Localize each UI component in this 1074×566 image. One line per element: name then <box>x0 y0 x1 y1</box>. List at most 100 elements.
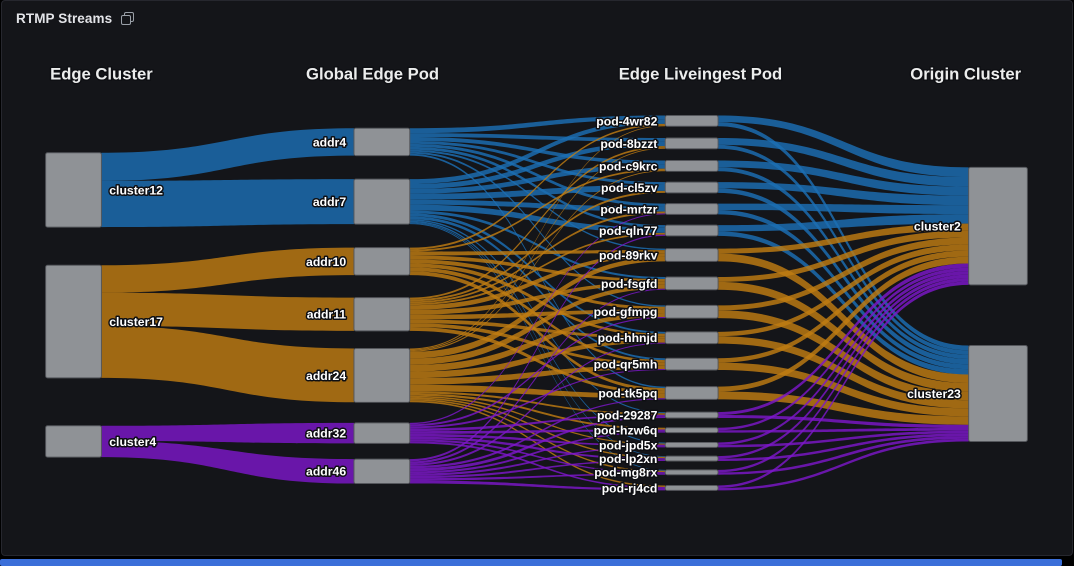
sankey-link-addr32-pod-lp2xn[interactable] <box>409 436 666 460</box>
sankey-link-pod-qr5mh-cluster23[interactable] <box>718 362 969 417</box>
sankey-link-addr46-pod-tk5pq[interactable] <box>409 398 666 469</box>
sankey-link-pod-hhnjd-cluster2[interactable] <box>718 244 969 337</box>
sankey-link-addr11-pod-gfmpg[interactable] <box>409 309 666 320</box>
sankey-link-addr46-pod-hzw6q[interactable] <box>409 431 666 474</box>
sankey-link-pod-rj4cd-cluster2[interactable] <box>718 281 969 488</box>
sankey-link-addr32-pod-rj4cd[interactable] <box>409 441 666 489</box>
sankey-link-addr11-pod-hhnjd[interactable] <box>409 319 666 339</box>
sankey-link-pod-29287-cluster23[interactable] <box>718 415 969 429</box>
sankey-link-addr4-pod-gfmpg[interactable] <box>409 151 666 307</box>
sankey-node-pod-89rkv[interactable] <box>664 248 719 262</box>
sankey-link-pod-tk5pq-cluster2[interactable] <box>718 256 969 392</box>
sankey-link-addr7-pod-qr5mh[interactable] <box>409 216 666 361</box>
sankey-link-addr24-pod-hhnjd[interactable] <box>409 338 666 379</box>
sankey-link-addr24-pod-tk5pq[interactable] <box>409 384 666 399</box>
sankey-link-addr4-pod-4wr82[interactable] <box>409 115 666 134</box>
sankey-node-cluster12[interactable] <box>45 152 102 228</box>
sankey-link-addr32-pod-mg8rx[interactable] <box>409 439 666 474</box>
sankey-link-pod-tk5pq-cluster23[interactable] <box>718 391 969 425</box>
sankey-link-addr46-pod-jpd5x[interactable] <box>409 446 666 476</box>
sankey-node-pod-4wr82[interactable] <box>664 115 719 127</box>
sankey-link-cluster17-addr10[interactable] <box>101 247 354 293</box>
sankey-link-pod-hzw6q-cluster2[interactable] <box>718 267 969 431</box>
sankey-node-addr10[interactable] <box>353 247 411 276</box>
sankey-link-pod-hzw6q-cluster23[interactable] <box>718 428 969 433</box>
sankey-link-addr46-pod-hhnjd[interactable] <box>409 342 666 466</box>
sankey-link-addr10-pod-tk5pq[interactable] <box>409 271 666 392</box>
sankey-link-addr24-pod-29287[interactable] <box>409 391 666 415</box>
sankey-node-cluster23[interactable] <box>968 345 1028 442</box>
sankey-link-addr24-pod-hzw6q[interactable] <box>409 393 666 430</box>
sankey-link-cluster12-addr7[interactable] <box>101 179 354 228</box>
sankey-link-addr4-pod-89rkv[interactable] <box>409 149 666 251</box>
sankey-link-addr11-pod-cl5zv[interactable] <box>409 190 666 302</box>
sankey-node-pod-fsgfd[interactable] <box>664 276 719 291</box>
sankey-link-addr7-pod-cl5zv[interactable] <box>409 185 666 200</box>
sankey-link-cluster17-addr11[interactable] <box>101 292 354 331</box>
sankey-link-addr32-pod-gfmpg[interactable] <box>409 317 666 427</box>
sankey-link-addr7-pod-c9krc[interactable] <box>409 164 666 194</box>
sankey-link-addr24-pod-c9krc[interactable] <box>409 170 666 352</box>
sankey-link-pod-89rkv-cluster23[interactable] <box>718 253 969 384</box>
sankey-link-pod-c9krc-cluster2[interactable] <box>718 160 969 196</box>
sankey-link-addr10-pod-gfmpg[interactable] <box>409 259 666 310</box>
sankey-link-addr32-pod-qr5mh[interactable] <box>409 369 666 429</box>
sankey-link-pod-4wr82-cluster2[interactable] <box>718 115 969 177</box>
sankey-link-addr32-pod-29287[interactable] <box>409 414 666 432</box>
sankey-link-addr7-pod-qln77[interactable] <box>409 204 666 233</box>
sankey-link-addr11-pod-qln77[interactable] <box>409 232 666 306</box>
sankey-node-pod-tk5pq[interactable] <box>664 386 719 400</box>
sankey-link-pod-jpd5x-cluster23[interactable] <box>718 430 969 448</box>
sankey-node-pod-rj4cd[interactable] <box>664 485 719 491</box>
sankey-node-pod-hhnjd[interactable] <box>664 331 719 345</box>
sankey-link-pod-fsgfd-cluster2[interactable] <box>718 230 969 282</box>
sankey-link-cluster4-addr32[interactable] <box>101 422 354 444</box>
sankey-node-pod-jpd5x[interactable] <box>664 441 719 448</box>
sankey-node-pod-29287[interactable] <box>664 411 719 419</box>
sankey-link-pod-qln77-cluster2[interactable] <box>718 214 969 232</box>
sankey-link-pod-jpd5x-cluster2[interactable] <box>718 271 969 445</box>
sankey-node-pod-mrtzr[interactable] <box>664 203 719 215</box>
sankey-link-addr24-pod-gfmpg[interactable] <box>409 312 666 372</box>
sankey-link-cluster4-addr46[interactable] <box>101 440 354 484</box>
sankey-link-pod-89rkv-cluster2[interactable] <box>718 223 969 254</box>
sankey-link-addr24-pod-jpd5x[interactable] <box>409 395 666 445</box>
sankey-link-pod-lp2xn-cluster2[interactable] <box>718 274 969 459</box>
sankey-link-pod-gfmpg-cluster2[interactable] <box>718 237 969 311</box>
sankey-link-addr11-pod-tk5pq[interactable] <box>409 327 666 394</box>
sankey-link-addr11-pod-fsgfd[interactable] <box>409 281 666 315</box>
sankey-link-pod-cl5zv-cluster2[interactable] <box>718 182 969 206</box>
sankey-node-addr11[interactable] <box>353 297 411 332</box>
sankey-node-pod-c9krc[interactable] <box>664 160 719 172</box>
sankey-link-pod-mg8rx-cluster23[interactable] <box>718 436 969 475</box>
sankey-node-pod-qr5mh[interactable] <box>664 357 719 371</box>
sankey-link-pod-gfmpg-cluster23[interactable] <box>718 310 969 401</box>
sankey-node-addr24[interactable] <box>353 347 411 403</box>
sankey-link-addr24-pod-lp2xn[interactable] <box>409 397 666 459</box>
sankey-link-addr11-pod-89rkv[interactable] <box>409 253 666 310</box>
sankey-link-addr4-pod-mrtzr[interactable] <box>409 143 666 207</box>
sankey-link-pod-c9krc-cluster23[interactable] <box>718 167 969 359</box>
sankey-node-pod-cl5zv[interactable] <box>664 181 719 194</box>
sankey-node-cluster2[interactable] <box>968 166 1028 286</box>
sankey-link-addr4-pod-tk5pq[interactable] <box>409 153 666 389</box>
sankey-link-addr32-pod-mrtzr[interactable] <box>409 213 666 425</box>
sankey-link-pod-lp2xn-cluster23[interactable] <box>718 433 969 462</box>
sankey-link-addr7-pod-mrtzr[interactable] <box>409 199 666 212</box>
sankey-link-addr7-pod-8bzzt[interactable] <box>409 141 666 189</box>
sankey-link-addr46-pod-mg8rx[interactable] <box>409 473 666 481</box>
panel-header[interactable]: RTMP Streams <box>2 1 1072 35</box>
sankey-link-pod-qr5mh-cluster2[interactable] <box>718 250 969 363</box>
sankey-link-addr46-pod-qln77[interactable] <box>409 234 666 462</box>
sankey-link-pod-29287-cluster2[interactable] <box>718 263 969 416</box>
sankey-link-addr46-pod-29287[interactable] <box>409 416 666 472</box>
sankey-node-pod-8bzzt[interactable] <box>664 137 719 150</box>
sankey-link-pod-fsgfd-cluster23[interactable] <box>718 281 969 392</box>
sankey-link-addr10-pod-89rkv[interactable] <box>409 250 666 256</box>
sankey-node-cluster4[interactable] <box>45 425 102 458</box>
sankey-link-addr24-pod-fsgfd[interactable] <box>409 284 666 365</box>
sankey-link-addr46-pod-rj4cd[interactable] <box>409 480 666 491</box>
sankey-node-addr7[interactable] <box>353 178 411 225</box>
sankey-link-addr4-pod-8bzzt[interactable] <box>409 133 666 142</box>
sankey-link-cluster12-addr4[interactable] <box>101 128 354 181</box>
